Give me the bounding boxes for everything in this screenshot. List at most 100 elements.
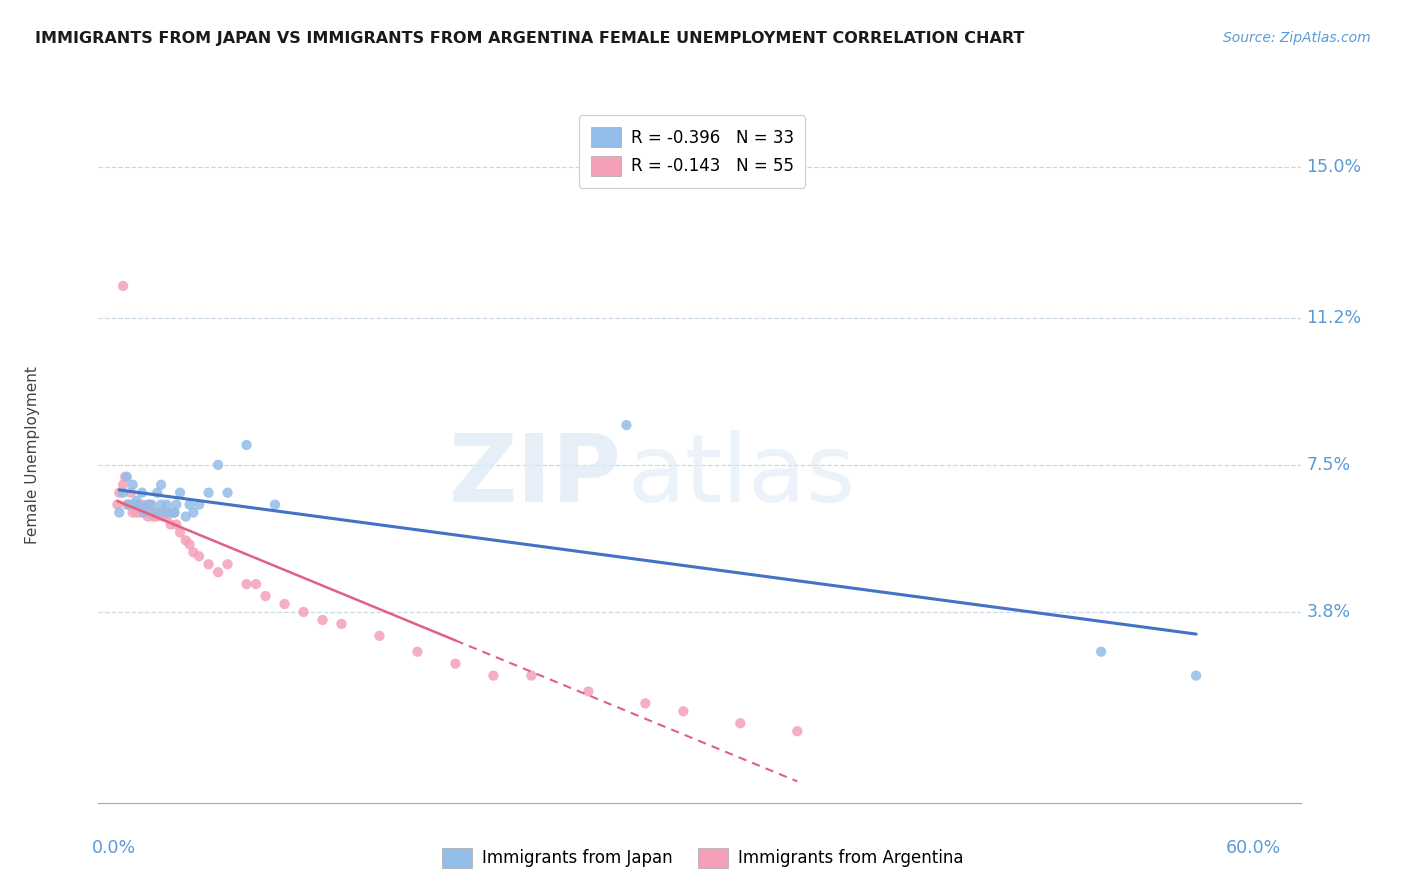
Point [118, 498, 141, 512]
Point [138, 498, 160, 512]
Point [121, 506, 143, 520]
Point [152, 509, 174, 524]
Point [235, 577, 257, 591]
Point [406, 645, 429, 659]
Point [786, 724, 808, 739]
Point [159, 517, 181, 532]
Point [183, 506, 205, 520]
Point [368, 629, 391, 643]
Point [121, 477, 143, 491]
Point [108, 485, 131, 500]
Legend: R = -0.396   N = 33, R = -0.143   N = 55: R = -0.396 N = 33, R = -0.143 N = 55 [579, 115, 806, 187]
Point [217, 485, 239, 500]
Point [148, 506, 170, 520]
Point [131, 485, 153, 500]
Point [264, 498, 287, 512]
Point [207, 565, 229, 579]
Text: 15.0%: 15.0% [1306, 158, 1361, 176]
Point [165, 517, 187, 532]
Point [207, 458, 229, 472]
Text: IMMIGRANTS FROM JAPAN VS IMMIGRANTS FROM ARGENTINA FEMALE UNEMPLOYMENT CORRELATI: IMMIGRANTS FROM JAPAN VS IMMIGRANTS FROM… [35, 31, 1025, 46]
Point [163, 506, 186, 520]
Point [330, 616, 353, 631]
Point [254, 589, 277, 603]
Point [112, 485, 135, 500]
Point [153, 506, 176, 520]
Point [273, 597, 295, 611]
Point [127, 498, 149, 512]
Point [245, 577, 267, 591]
Point [174, 509, 197, 524]
Point [145, 506, 167, 520]
Point [169, 525, 191, 540]
Text: 11.2%: 11.2% [1306, 309, 1361, 326]
Point [730, 716, 752, 731]
Point [183, 545, 205, 559]
Point [145, 506, 167, 520]
Point [235, 438, 257, 452]
Point [292, 605, 315, 619]
Point [188, 498, 211, 512]
Point [614, 418, 637, 433]
Point [179, 537, 201, 551]
Point [120, 485, 142, 500]
Text: 60.0%: 60.0% [1226, 838, 1281, 856]
Legend: Immigrants from Japan, Immigrants from Argentina: Immigrants from Japan, Immigrants from A… [436, 841, 970, 875]
Point [131, 498, 153, 512]
Point [129, 506, 152, 520]
Point [174, 533, 197, 548]
Point [197, 558, 219, 572]
Point [132, 506, 155, 520]
Point [136, 509, 159, 524]
Text: 7.5%: 7.5% [1306, 456, 1351, 474]
Point [127, 498, 149, 512]
Point [163, 506, 186, 520]
Point [1185, 668, 1208, 682]
Point [108, 506, 131, 520]
Point [188, 549, 211, 564]
Point [153, 506, 176, 520]
Point [141, 506, 163, 520]
Text: 0.0%: 0.0% [91, 838, 135, 856]
Point [121, 498, 143, 512]
Point [165, 498, 187, 512]
Point [107, 498, 129, 512]
Point [159, 506, 181, 520]
Point [169, 485, 191, 500]
Point [311, 613, 333, 627]
Point [217, 558, 239, 572]
Point [1090, 645, 1112, 659]
Point [156, 509, 179, 524]
Point [125, 506, 148, 520]
Point [156, 498, 179, 512]
Point [132, 506, 155, 520]
Text: ZIP: ZIP [449, 430, 621, 522]
Text: 3.8%: 3.8% [1306, 603, 1351, 621]
Text: Source: ZipAtlas.com: Source: ZipAtlas.com [1223, 31, 1371, 45]
Point [520, 668, 543, 682]
Point [114, 470, 136, 484]
Point [672, 704, 695, 718]
Text: Female Unemployment: Female Unemployment [25, 366, 39, 544]
Point [135, 506, 157, 520]
Point [142, 509, 165, 524]
Point [118, 498, 141, 512]
Text: atlas: atlas [627, 430, 856, 522]
Point [179, 498, 201, 512]
Point [146, 485, 169, 500]
Point [197, 485, 219, 500]
Point [150, 498, 173, 512]
Point [141, 498, 163, 512]
Point [634, 697, 657, 711]
Point [115, 470, 138, 484]
Point [150, 477, 173, 491]
Point [125, 493, 148, 508]
Point [576, 684, 599, 698]
Point [115, 498, 138, 512]
Point [112, 279, 135, 293]
Point [150, 506, 173, 520]
Point [146, 509, 169, 524]
Point [112, 477, 135, 491]
Point [482, 668, 505, 682]
Point [136, 498, 159, 512]
